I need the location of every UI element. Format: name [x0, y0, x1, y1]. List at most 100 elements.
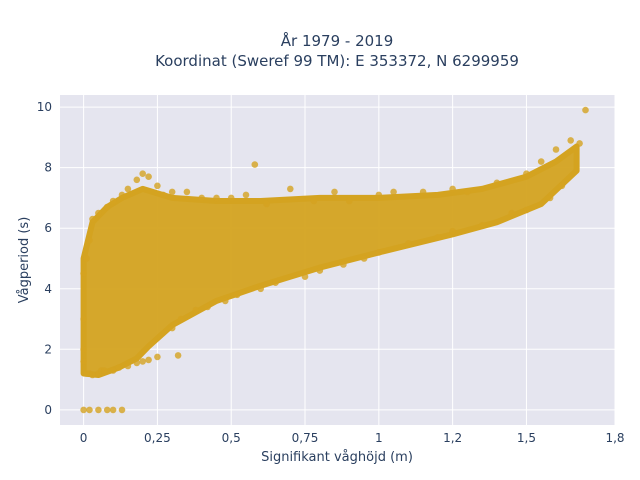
data-point	[375, 249, 383, 256]
data-point	[103, 203, 111, 211]
data-point	[242, 191, 250, 199]
data-point	[310, 197, 318, 205]
data-point	[160, 191, 167, 199]
data-point	[80, 270, 87, 277]
data-point	[145, 173, 152, 180]
x-tick-label: 1	[375, 431, 383, 445]
data-point	[177, 315, 185, 323]
data-point	[360, 255, 368, 262]
data-point	[124, 362, 132, 370]
data-point	[86, 237, 93, 244]
data-point	[263, 200, 270, 208]
x-tick-label: 0	[80, 431, 88, 445]
data-point	[80, 346, 87, 353]
data-point	[301, 273, 309, 281]
y-tick-label: 0	[44, 403, 52, 417]
data-point	[139, 358, 146, 365]
data-point	[124, 185, 132, 193]
data-point	[449, 185, 456, 193]
data-point	[251, 161, 259, 168]
data-point	[546, 194, 554, 202]
data-point	[272, 279, 279, 287]
data-point	[478, 221, 486, 229]
data-point	[154, 353, 161, 361]
data-point	[204, 303, 211, 311]
data-point	[331, 188, 338, 196]
data-point	[109, 197, 117, 205]
data-point	[390, 188, 397, 196]
data-point	[89, 371, 96, 379]
data-point	[523, 206, 530, 214]
data-point	[86, 406, 93, 414]
data-point	[346, 197, 353, 205]
data-point	[154, 182, 161, 190]
data-point	[103, 406, 111, 414]
data-point	[582, 106, 589, 114]
data-point	[493, 179, 501, 187]
x-tick-label: 1,5	[517, 431, 536, 445]
y-tick-label: 6	[44, 221, 52, 235]
data-point	[567, 137, 574, 144]
x-tick-labels: 0 0,25 0,5 0,75 1 1,2 1,5 1,8	[80, 431, 625, 445]
y-axis-title: Vågperiod (s)	[17, 217, 32, 304]
data-point	[419, 188, 427, 196]
chart-title-line2: Koordinat (Sweref 99 TM): E 353372, N 62…	[155, 52, 519, 70]
data-point	[464, 188, 471, 196]
data-point	[537, 158, 545, 165]
data-point	[257, 285, 265, 293]
x-tick-label: 0,5	[222, 431, 241, 445]
x-axis-title: Signifikant våghöjd (m)	[261, 450, 413, 465]
data-point	[115, 364, 123, 371]
data-point	[118, 191, 126, 199]
x-tick-label: 0,75	[292, 431, 319, 445]
x-tick-label: 1,2	[443, 431, 462, 445]
data-point	[222, 297, 229, 305]
point-cloud	[80, 143, 580, 378]
data-point	[558, 182, 566, 190]
data-point	[168, 188, 176, 196]
data-points	[80, 106, 589, 414]
data-point	[316, 267, 324, 274]
data-point	[133, 359, 141, 367]
data-point	[80, 358, 87, 365]
data-point	[287, 185, 294, 193]
data-point	[576, 140, 583, 147]
data-point	[101, 367, 108, 374]
data-point	[405, 240, 412, 247]
data-point	[80, 315, 87, 323]
y-tick-label: 10	[37, 100, 52, 114]
data-point	[523, 170, 530, 177]
data-point	[198, 194, 205, 202]
data-point	[118, 406, 126, 414]
data-point	[83, 255, 90, 262]
data-point	[340, 261, 347, 268]
y-tick-label: 8	[44, 161, 52, 175]
data-point	[145, 356, 152, 364]
data-point	[95, 209, 102, 217]
data-point	[89, 215, 96, 223]
data-point	[109, 406, 117, 414]
x-tick-label: 1,8	[605, 431, 624, 445]
y-tick-label: 4	[44, 282, 52, 296]
data-point	[375, 191, 383, 199]
data-point	[227, 194, 235, 202]
y-tick-label: 2	[44, 342, 52, 356]
y-tick-labels: 0 2 4 6 8 10	[37, 100, 52, 417]
x-tick-label: 0,25	[144, 431, 171, 445]
data-point	[449, 227, 456, 235]
data-point	[508, 209, 515, 217]
data-point	[192, 306, 200, 314]
data-point	[233, 291, 241, 299]
data-point	[109, 367, 117, 374]
data-point	[133, 176, 141, 184]
dense-point-region	[80, 143, 580, 378]
data-point	[183, 188, 191, 196]
data-point	[80, 406, 87, 414]
data-point	[95, 406, 102, 414]
data-point	[168, 324, 176, 332]
chart-title-line1: År 1979 - 2019	[281, 31, 394, 50]
data-point	[552, 146, 560, 153]
data-point	[174, 352, 182, 359]
data-point	[434, 234, 442, 241]
